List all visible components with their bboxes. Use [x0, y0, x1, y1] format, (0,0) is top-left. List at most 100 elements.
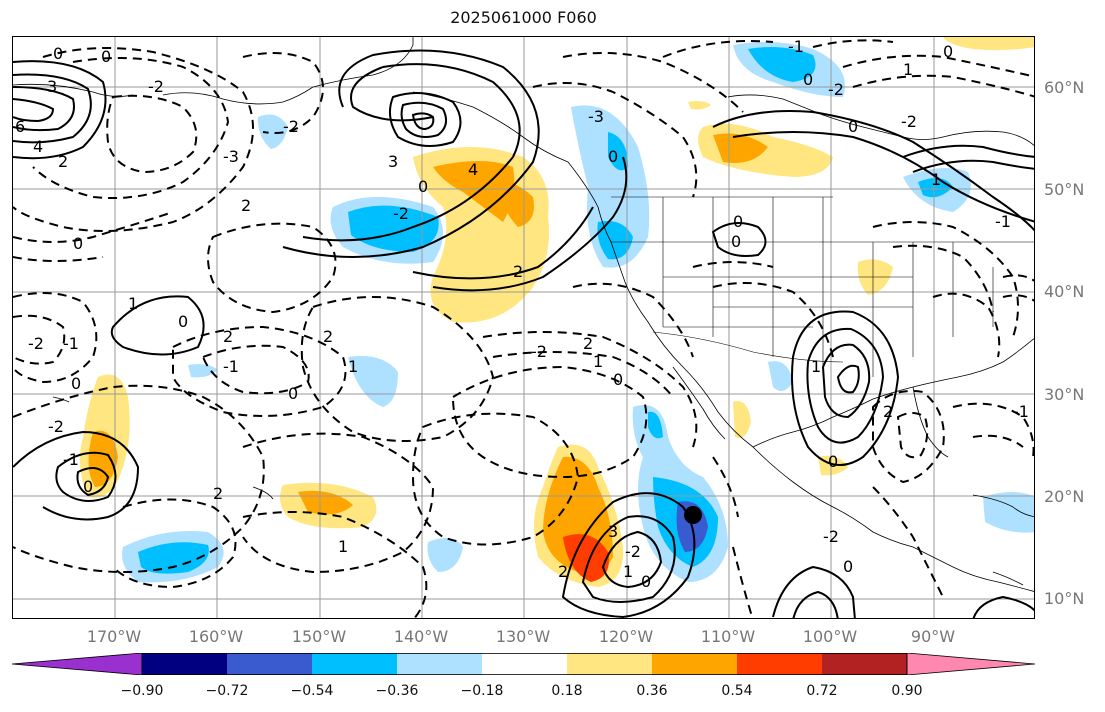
negative-anomaly-region	[983, 492, 1034, 533]
colorbar-segment	[482, 653, 567, 675]
colorbar-segment	[652, 653, 737, 675]
negative-anomaly-region	[427, 538, 463, 572]
shaded-regions	[79, 37, 1034, 587]
colorbar-tick-label: 0.90	[891, 683, 923, 699]
contour-label: 0	[288, 384, 298, 403]
colorbar-tick-label: −0.90	[120, 683, 164, 699]
contour-label: 1	[931, 170, 941, 189]
map-panel: 0 0 3 6 4 2 -2 -3 2 3 4 0 -2 2 -2 0 1 0 …	[12, 36, 1035, 619]
contour-label: 1	[593, 352, 603, 371]
lat-label: 50°N	[1044, 180, 1085, 199]
contour-label: 2	[241, 196, 251, 215]
negative-anomaly-region	[257, 114, 288, 149]
contour-labels: 0 0 3 6 4 2 -2 -3 2 3 4 0 -2 2 -2 0 1 0 …	[15, 37, 1029, 591]
contour-label: 4	[33, 137, 43, 156]
contour-label: -1	[223, 357, 239, 376]
lon-label: 100°W	[802, 627, 858, 646]
contour-label: 0	[828, 452, 838, 471]
colorbar-tick-label: 0.36	[636, 683, 668, 699]
colorbar-segment	[397, 653, 482, 675]
colorbar-segment	[737, 653, 822, 675]
negative-contours	[13, 39, 1034, 618]
colorbar-tick-label: 0.54	[721, 683, 753, 699]
contour-label: 1	[811, 357, 821, 376]
positive-anomaly-region	[733, 401, 751, 438]
contour-label: 1	[338, 537, 348, 556]
contour-label: 0	[848, 117, 858, 136]
lat-label: 20°N	[1044, 487, 1085, 506]
negative-anomaly-region	[188, 364, 218, 378]
contour-label: 3	[47, 77, 57, 96]
contour-label: 2	[323, 327, 333, 346]
negative-anomaly-region	[768, 361, 793, 391]
contour-label: -2	[531, 342, 547, 361]
lat-label: 10°N	[1044, 589, 1085, 608]
colorbar-tick-label: 0.18	[551, 683, 583, 699]
contour-label: -2	[28, 334, 44, 353]
contour-label: 3	[608, 522, 618, 541]
contour-label: 1	[623, 562, 633, 581]
location-marker	[684, 506, 702, 524]
contour-label: 2	[513, 262, 523, 281]
colorbar-segment	[227, 653, 312, 675]
positive-anomaly-region	[563, 534, 609, 582]
colorbar-tick-label: −0.18	[460, 683, 504, 699]
contour-label: -3	[588, 107, 604, 126]
contour-label: 3	[388, 152, 398, 171]
contour-label: 0	[71, 374, 81, 393]
contour-label: 0	[803, 70, 813, 89]
lon-label: 140°W	[393, 627, 449, 646]
positive-contours	[13, 49, 1034, 618]
negative-anomaly-region	[597, 221, 633, 260]
lon-label: 150°W	[291, 627, 347, 646]
negative-anomaly-region	[571, 105, 650, 268]
contour-label: -2	[48, 417, 64, 436]
contour-label: 2	[883, 402, 893, 421]
negative-anomaly-region	[648, 411, 663, 439]
contour-label: 6	[15, 117, 25, 136]
lon-label: 160°W	[188, 627, 244, 646]
negative-anomaly-region	[348, 205, 439, 252]
political-borders	[611, 196, 1034, 377]
contour-label: -2	[901, 112, 917, 131]
colorbar	[12, 653, 1036, 675]
colorbar-tick-label: −0.72	[205, 683, 249, 699]
contour-label: 0	[731, 232, 741, 251]
contour-label: 0	[418, 177, 428, 196]
contour-label: 0	[613, 370, 623, 389]
contour-label: 1	[128, 294, 138, 313]
map-title: 2025061000 F060	[450, 8, 597, 27]
lon-label: 90°W	[910, 627, 956, 646]
lon-label: 120°W	[598, 627, 654, 646]
positive-anomaly-region	[713, 133, 768, 163]
contour-label: -2	[625, 542, 641, 561]
contour-label: 2	[213, 484, 223, 503]
lat-label: 60°N	[1044, 78, 1085, 97]
contour-label: -2	[393, 204, 409, 223]
contour-label: -3	[223, 147, 239, 166]
negative-anomaly-region	[748, 47, 816, 82]
colorbar-tick-label: −0.54	[290, 683, 334, 699]
contour-label: 0	[101, 47, 111, 66]
contour-label: -2	[828, 80, 844, 99]
positive-anomaly-region	[88, 430, 118, 487]
contour-label: 2	[558, 562, 568, 581]
contour-label: -1	[788, 37, 804, 56]
positive-anomaly-region	[688, 101, 711, 110]
negative-anomaly-region	[138, 542, 209, 574]
contour-label: 0	[608, 147, 618, 166]
colorbar-segment	[12, 653, 143, 675]
contour-label: -1	[1013, 402, 1029, 421]
contour-label: 2	[58, 152, 68, 171]
graticule	[13, 37, 1034, 618]
lon-label: 110°W	[700, 627, 756, 646]
contour-label: 0	[83, 477, 93, 496]
negative-anomaly-region	[608, 132, 628, 171]
contour-label: 0	[843, 557, 853, 576]
contour-label: 0	[733, 212, 743, 231]
colorbar-segment	[142, 653, 227, 675]
lat-label: 30°N	[1044, 385, 1085, 404]
contour-label: 0	[943, 42, 953, 61]
contour-label: 0	[53, 44, 63, 63]
lat-label: 40°N	[1044, 282, 1085, 301]
